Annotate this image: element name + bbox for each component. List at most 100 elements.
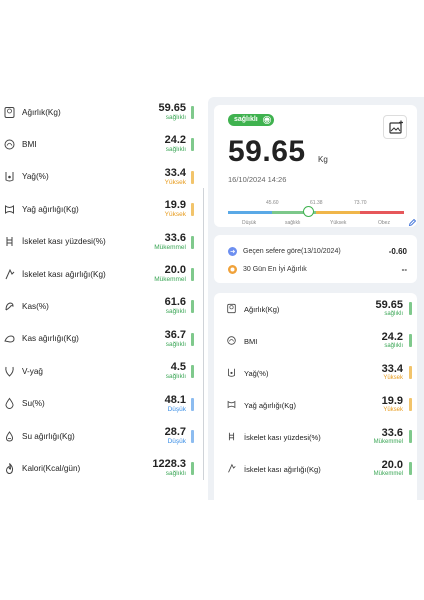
bmi-icon [3, 138, 16, 151]
right-panel: sağlıklı 59.65 Kg 16/10/2024 14:26 45.60… [208, 97, 424, 500]
muscle-percent-icon [3, 300, 16, 313]
metric-row[interactable]: Yağ ağırlığı(Kg) 19.9 Yüksek [214, 389, 417, 421]
metric-value: 33.4 [164, 166, 186, 179]
fat-weight-icon [226, 399, 237, 410]
add-photo-button[interactable] [383, 115, 407, 139]
metric-label: Ağırlık(Kg) [244, 305, 280, 314]
metric-level-bar [191, 332, 194, 346]
skeletal-muscle-weight-icon [226, 463, 237, 474]
scale-threshold-mid: 61.38 [310, 200, 323, 206]
scale-label-healthy: sağlıklı [285, 220, 301, 226]
metric-row[interactable]: Ağırlık(Kg) 59.65 sağlıklı [0, 96, 200, 128]
skeletal-muscle-weight-icon [3, 268, 16, 281]
weight-summary-card: sağlıklı 59.65 Kg 16/10/2024 14:26 45.60… [214, 105, 417, 227]
metric-level-bar [409, 366, 412, 379]
water-weight-icon [3, 430, 16, 443]
metric-label: İskelet kası ağırlığı(Kg) [244, 465, 321, 474]
metric-level-bar [191, 235, 194, 249]
metric-status: sağlıklı [384, 343, 403, 349]
metric-row[interactable]: İskelet kası ağırlığı(Kg) 20.0 Mükemmel [0, 258, 200, 290]
best-weight-icon [228, 264, 237, 274]
metric-label: Yağ ağırlığı(Kg) [22, 204, 79, 214]
add-image-icon [384, 116, 406, 140]
metric-status: Düşük [167, 405, 186, 413]
metric-row[interactable]: V-yağ 4.5 sağlıklı [0, 355, 200, 387]
metric-value: 59.65 [375, 299, 403, 311]
scale-threshold-high: 73.70 [354, 200, 367, 206]
metric-row[interactable]: Kas ağırlığı(Kg) 36.7 sağlıklı [0, 323, 200, 355]
comparison-card: Geçen sefere göre(13/10/2024) -0.60 30 G… [214, 235, 417, 283]
metric-row[interactable]: BMI 24.2 sağlıklı [214, 325, 417, 357]
weight-value: 59.65 [228, 135, 306, 168]
status-badge: sağlıklı [228, 114, 274, 126]
metric-value: 61.6 [164, 296, 186, 309]
metric-label: BMI [22, 140, 37, 150]
scale-label-low: Düşük [242, 220, 257, 226]
metric-label: Kas ağırlığı(Kg) [22, 334, 79, 344]
metric-status: Düşük [167, 437, 186, 445]
scale-marker [303, 206, 315, 217]
metric-status: Yüksek [383, 407, 403, 413]
metric-status: sağlıklı [165, 308, 186, 316]
metric-row[interactable]: Kalori(Kcal/gün) 1228.3 sağlıklı [0, 452, 200, 484]
scale-threshold-low: 45.60 [266, 200, 279, 206]
metric-level-bar [409, 334, 412, 347]
metric-value: 33.6 [164, 231, 186, 244]
metric-row[interactable]: İskelet kası yüzdesi(%) 33.6 Mükemmel [214, 421, 417, 453]
weight-scale-icon [226, 303, 237, 314]
metric-level-bar [191, 138, 194, 152]
bmi-icon [226, 335, 237, 346]
vertical-divider [203, 188, 204, 480]
metric-status: sağlıklı [165, 114, 186, 121]
compare-label: 30 Gün En İyi Ağırlık [243, 265, 307, 273]
metric-level-bar [409, 398, 412, 411]
body-fat-icon [3, 170, 16, 183]
metric-row[interactable]: Su(%) 48.1 Düşük [0, 388, 200, 420]
metric-row[interactable]: Ağırlık(Kg) 59.65 sağlıklı [214, 293, 417, 325]
metric-value: 48.1 [164, 393, 186, 406]
compare-value: -- [401, 264, 407, 274]
weight-unit: Kg [318, 155, 328, 164]
edit-icon[interactable] [408, 218, 417, 227]
metric-value: 19.9 [381, 395, 403, 407]
metric-level-bar [191, 429, 194, 443]
metric-row[interactable]: İskelet kası ağırlığı(Kg) 20.0 Mükemmel [214, 453, 417, 485]
scale-segment-obese [360, 211, 404, 214]
metric-row[interactable]: Yağ(%) 33.4 Yüksek [214, 357, 417, 389]
left-metrics-list: Ağırlık(Kg) 59.65 sağlıklı BMI 24.2 sağlık… [0, 96, 200, 485]
metric-label: Su(%) [22, 399, 45, 409]
metric-value: 20.0 [381, 459, 403, 471]
metric-level-bar [191, 397, 194, 411]
compare-row-last[interactable]: Geçen sefere göre(13/10/2024) -0.60 [228, 244, 407, 258]
metric-status: Mükemmel [373, 439, 403, 445]
metric-value: 33.6 [381, 427, 403, 439]
metric-level-bar [191, 106, 194, 119]
visceral-fat-icon [3, 365, 16, 378]
metric-value: 19.9 [164, 199, 186, 212]
metric-label: Kas(%) [22, 302, 49, 312]
scale-segment-healthy [272, 211, 316, 214]
metric-status: sağlıklı [165, 340, 186, 348]
metric-level-bar [409, 462, 412, 475]
metric-row[interactable]: Yağ ağırlığı(Kg) 19.9 Yüksek [0, 193, 200, 225]
compare-row-best[interactable]: 30 Gün En İyi Ağırlık -- [228, 262, 407, 276]
metric-row[interactable]: Yağ(%) 33.4 Yüksek [0, 161, 200, 193]
metric-level-bar [409, 302, 412, 315]
scale-segment-low [228, 211, 272, 214]
metrics-card: Ağırlık(Kg) 59.65 sağlıklı BMI 24.2 sağl… [214, 293, 417, 500]
muscle-weight-icon [3, 332, 16, 345]
metric-value: 28.7 [164, 425, 186, 438]
fat-weight-icon [3, 203, 16, 216]
metric-row[interactable]: İskelet kası yüzdesi(%) 33.6 Mükemmel [0, 226, 200, 258]
weight-scale-icon [3, 106, 16, 119]
smile-icon [262, 116, 271, 124]
metric-status: sağlıklı [384, 311, 403, 317]
status-badge-label: sağlıklı [234, 116, 258, 123]
metric-status: Yüksek [164, 211, 186, 219]
metric-level-bar [409, 430, 412, 443]
metric-level-bar [191, 203, 194, 217]
metric-row[interactable]: Su ağırlığı(Kg) 28.7 Düşük [0, 420, 200, 452]
compare-icon [228, 246, 237, 256]
metric-row[interactable]: Kas(%) 61.6 sağlıklı [0, 290, 200, 322]
metric-row[interactable]: BMI 24.2 sağlıklı [0, 128, 200, 160]
